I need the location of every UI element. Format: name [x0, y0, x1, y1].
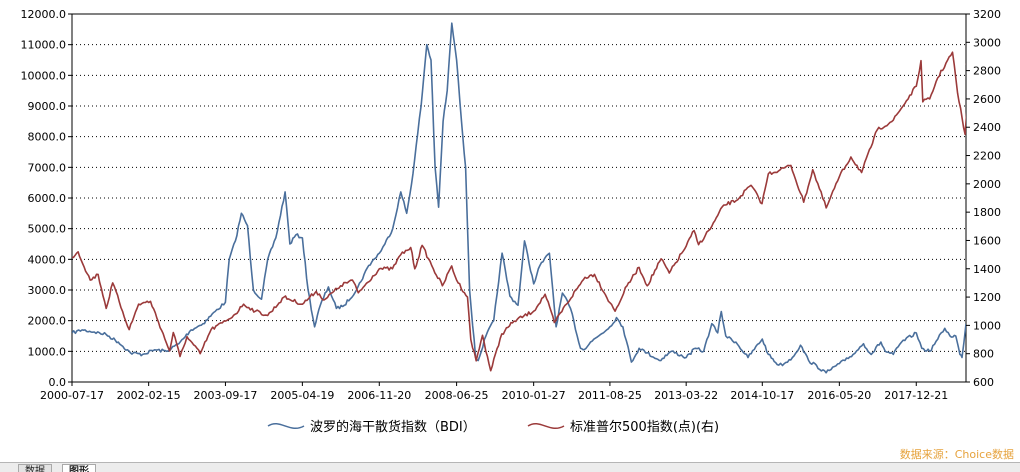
x-tick-label: 2014-10-17	[730, 389, 794, 402]
grid-lines	[72, 44, 966, 352]
right-tick-label: 1600	[973, 234, 1001, 247]
legend-swatch-bdi	[267, 423, 305, 429]
x-tick-label: 2017-12-21	[884, 389, 948, 402]
source-label: 数据来源：Choice数据	[900, 447, 1014, 461]
plot-frame	[71, 13, 967, 383]
right-tick-label: 1400	[973, 263, 1001, 276]
x-tick-label: 2013-03-22	[654, 389, 718, 402]
left-axis: 0.0 1000.0 2000.0 3000.0 4000.0 5000.0 6000.0 7…	[21, 8, 72, 389]
x-tick-label: 2006-11-20	[347, 389, 411, 402]
left-tick-label: 6000.0	[28, 192, 67, 205]
right-tick-label: 1200	[973, 291, 1001, 304]
x-axis: 2000-07-17 2002-02-15 2003-09-17 2005-04-19…	[40, 382, 948, 402]
right-tick-label: 2200	[973, 150, 1001, 163]
right-tick-label: 3000	[973, 36, 1001, 49]
left-tick-label: 8000.0	[28, 131, 67, 144]
right-tick-label: 2600	[973, 93, 1001, 106]
left-tick-label: 10000.0	[21, 69, 67, 82]
left-tick-label: 0.0	[49, 376, 67, 389]
x-tick-label: 2016-05-20	[807, 389, 871, 402]
chart: 0.0 1000.0 2000.0 3000.0 4000.0 5000.0 6000.0 7…	[21, 8, 1015, 461]
legend: 波罗的海干散货指数（BDI） 标准普尔500指数(点)(右)	[267, 419, 719, 435]
right-tick-label: 800	[973, 348, 994, 361]
right-axis: 600 800 1000 1200 1400 1600 1800 2000 2200 2400 26…	[966, 8, 1001, 389]
right-tick-label: 1000	[973, 319, 1001, 332]
left-tick-label: 9000.0	[28, 100, 67, 113]
x-tick-label: 2002-02-15	[117, 389, 181, 402]
series-line-spx	[72, 51, 966, 372]
right-tick-label: 1800	[973, 206, 1001, 219]
series-layer	[72, 22, 966, 374]
series-line-bdi	[72, 22, 966, 374]
right-tick-label: 2800	[973, 65, 1001, 78]
tab-data[interactable]: 数据	[18, 464, 52, 472]
legend-label-bdi: 波罗的海干散货指数（BDI）	[310, 419, 476, 435]
x-tick-label: 2000-07-17	[40, 389, 104, 402]
left-tick-label: 7000.0	[28, 161, 67, 174]
left-tick-label: 4000.0	[28, 253, 67, 266]
legend-swatch-spx	[527, 423, 565, 429]
x-tick-label: 2005-04-19	[270, 389, 334, 402]
left-tick-label: 2000.0	[28, 315, 67, 328]
left-tick-label: 1000.0	[28, 345, 67, 358]
left-tick-label: 11000.0	[21, 39, 67, 52]
right-tick-label: 3200	[973, 8, 1001, 21]
left-tick-label: 3000.0	[28, 284, 67, 297]
right-tick-label: 2000	[973, 178, 1001, 191]
right-tick-label: 2400	[973, 121, 1001, 134]
x-tick-label: 2010-01-27	[502, 389, 566, 402]
tab-chart[interactable]: 图形	[62, 464, 96, 472]
x-tick-label: 2011-08-25	[578, 389, 642, 402]
x-tick-label: 2008-06-25	[425, 389, 489, 402]
right-tick-label: 600	[973, 376, 994, 389]
legend-label-spx: 标准普尔500指数(点)(右)	[570, 420, 719, 435]
left-tick-label: 5000.0	[28, 223, 67, 236]
left-tick-label: 12000.0	[21, 8, 67, 21]
tab-bar: 数据 图形	[0, 462, 1020, 472]
x-tick-label: 2003-09-17	[193, 389, 257, 402]
